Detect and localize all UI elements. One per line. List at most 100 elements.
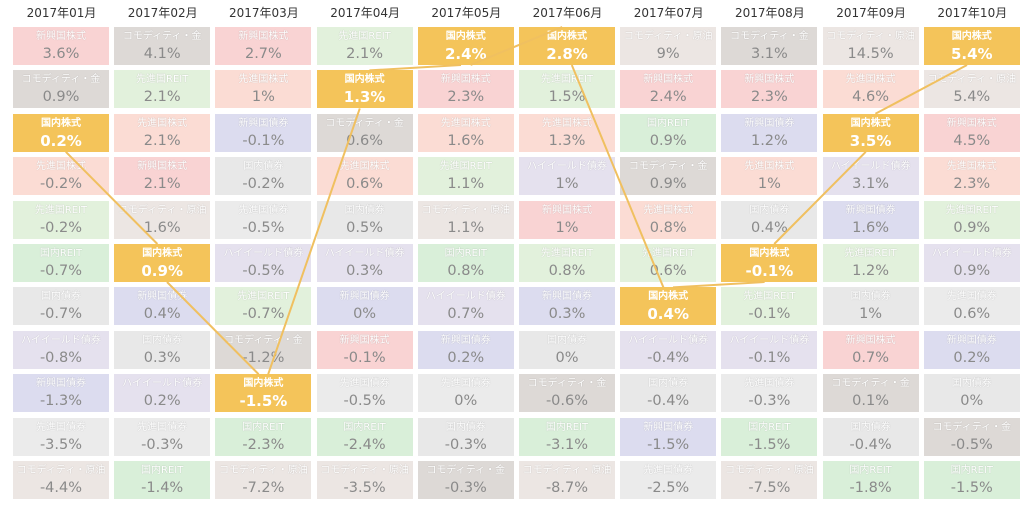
month-header: 2017年03月 (228, 6, 299, 20)
asset-return-value: -1.3% (39, 393, 83, 410)
asset-return-value: 14.5% (847, 46, 894, 62)
asset-cell: 先進国債券 -0.3% (114, 417, 211, 456)
asset-name: 新興国債券 (845, 204, 896, 216)
asset-name: コモディティ・金 (224, 334, 303, 346)
asset-name: コモディティ・原油 (117, 204, 207, 216)
asset-return-value: 2.1% (143, 176, 181, 193)
asset-cell: 先進国債券 0.6% (923, 287, 1020, 326)
asset-name: 国内REIT (141, 465, 184, 476)
asset-return-value: 5.4% (953, 89, 991, 106)
asset-name: コモディティ・金 (426, 465, 506, 476)
asset-cell: ハイイールド債券 0.9% (923, 244, 1020, 282)
asset-name: ハイイールド債券 (324, 248, 405, 259)
asset-return-value: -3.5% (39, 436, 83, 453)
asset-name: 先進国REIT (743, 291, 796, 303)
asset-name: 先進国株式 (440, 117, 491, 129)
asset-return-value: -0.5% (343, 393, 386, 410)
asset-name: 新興国債券 (542, 291, 592, 303)
asset-name: 先進国REIT (540, 248, 594, 259)
asset-name: 先進国REIT (338, 31, 391, 42)
asset-cell: コモディティ・原油 -7.2% (215, 461, 312, 499)
asset-return-value: -0.8% (39, 349, 83, 366)
asset-cell: 新興国債券 -1.5% (620, 417, 717, 456)
asset-return-value: 1.5% (548, 89, 586, 106)
asset-cell: 新興国株式 0.7% (822, 330, 919, 369)
asset-cell: 先進国REIT 1.5% (519, 70, 615, 109)
asset-cell: 新興国債券 1.2% (721, 113, 818, 152)
asset-return-value: 0.4% (647, 305, 689, 324)
asset-return-value: 0.5% (346, 219, 384, 236)
asset-return-value: 0.9% (649, 176, 687, 193)
asset-return-value: 0% (960, 393, 984, 410)
asset-name: 先進国REIT (136, 74, 189, 86)
asset-cell: 先進国債券 -0.5% (215, 200, 312, 239)
asset-cell: 先進国債券 -2.5% (620, 461, 717, 499)
asset-return-value: -1.5% (239, 392, 288, 411)
month-header: 2017年09月 (836, 6, 906, 20)
asset-name: ハイイールド債券 (931, 248, 1012, 259)
asset-cell: 国内債券 0.5% (316, 200, 413, 239)
highlighted-asset-cell: 国内株式 0.4% (620, 287, 717, 326)
asset-name: 国内株式 (951, 31, 992, 42)
asset-name: 国内REIT (647, 117, 690, 129)
asset-name: 新興国株式 (946, 117, 997, 129)
asset-name: 新興国株式 (542, 204, 592, 216)
asset-cell: 先進国REIT 2.1% (316, 27, 413, 65)
asset-name: 先進国株式 (946, 161, 997, 173)
asset-return-value: 1.6% (852, 219, 890, 236)
asset-cell: 新興国株式 2.1% (114, 157, 211, 196)
asset-cell: 新興国株式 -0.1% (316, 330, 413, 369)
asset-return-value: -1.5% (647, 436, 690, 453)
asset-cell: コモディティ・金 -0.5% (923, 417, 1020, 456)
asset-name: コモディティ・原油 (623, 31, 713, 42)
asset-return-value: 1% (251, 89, 275, 106)
asset-return-value: 1.3% (548, 132, 586, 149)
asset-return-value: 0.3% (143, 349, 181, 366)
asset-name: 新興国債券 (137, 291, 188, 303)
asset-name: 新興国株式 (339, 334, 390, 346)
asset-cell: ハイイールド債券 0.2% (114, 374, 211, 413)
asset-cell: 先進国REIT 0.6% (620, 244, 717, 282)
highlighted-asset-cell: 国内株式 1.3% (316, 70, 413, 109)
asset-cell: コモディティ・金 0.9% (13, 70, 109, 109)
asset-return-value: -0.1% (242, 132, 285, 149)
asset-name: 国内債券 (445, 421, 486, 433)
asset-return-value: 0.9% (42, 89, 80, 106)
asset-name: 先進国債券 (339, 378, 390, 390)
asset-return-value: 5.4% (950, 45, 993, 63)
highlighted-asset-cell: 国内株式 0.2% (13, 113, 109, 152)
asset-cell: 国内REIT -2.3% (215, 417, 312, 456)
asset-return-value: 1% (555, 219, 579, 236)
asset-cell: 新興国株式 4.5% (923, 113, 1020, 152)
asset-name: 新興国債券 (339, 291, 390, 303)
asset-cell: 新興国株式 3.6% (13, 27, 109, 65)
asset-cell: 新興国債券 -0.1% (215, 113, 312, 152)
asset-cell: 先進国債券 -0.3% (721, 374, 818, 413)
asset-return-value: 1.2% (852, 263, 890, 279)
asset-cell: 国内債券 -0.4% (822, 417, 919, 456)
asset-name: 国内REIT (343, 421, 386, 433)
asset-name: コモディティ・金 (628, 161, 708, 173)
asset-name: ハイイールド債券 (527, 161, 607, 173)
asset-return-value: -0.1% (748, 306, 791, 323)
asset-cell: ハイイールド債券 1% (519, 157, 615, 196)
asset-return-value: 0.4% (143, 306, 181, 323)
asset-cell: 新興国債券 0.3% (519, 287, 615, 326)
asset-return-value: 1.1% (447, 176, 485, 193)
asset-return-value: 0% (454, 393, 478, 410)
asset-return-value: 0.4% (750, 219, 788, 236)
asset-return-value: 4.1% (143, 46, 181, 62)
asset-cell: コモディティ・金 -0.6% (519, 374, 615, 413)
asset-cell: コモディティ・金 0.1% (822, 374, 919, 413)
asset-cell: コモディティ・原油 9% (620, 27, 717, 65)
asset-name: 新興国株式 (845, 334, 896, 346)
asset-name: 国内REIT (242, 421, 285, 433)
asset-return-value: -1.2% (242, 349, 285, 366)
asset-name: 新興国株式 (643, 74, 694, 86)
asset-cell: コモディティ・金 3.1% (721, 27, 818, 65)
asset-name: コモディティ・金 (21, 74, 101, 86)
asset-return-value: 2.8% (546, 45, 588, 63)
asset-return-value: -0.1% (343, 349, 386, 366)
asset-name: 国内債券 (850, 421, 891, 433)
